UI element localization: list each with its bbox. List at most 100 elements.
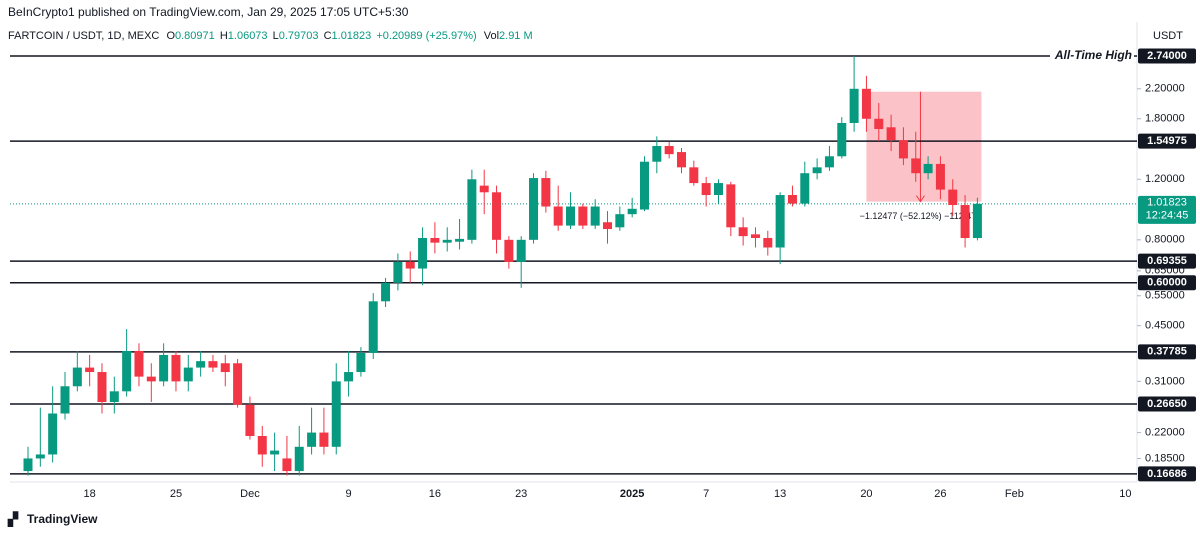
symbol-legend: FARTCOIN / USDT, 1D, MEXC O0.80971 H1.06… [8, 30, 533, 42]
x-tick-label: 16 [429, 488, 441, 500]
x-tick-label: 25 [170, 488, 182, 500]
candle-body [935, 163, 945, 190]
candle-body [664, 145, 674, 155]
candle-body [640, 161, 649, 210]
candle-body [689, 167, 699, 184]
x-tick-label: 20 [860, 488, 872, 500]
candle-body [35, 454, 45, 459]
candle-body [208, 361, 218, 368]
candle-body [529, 178, 539, 240]
candle-body [368, 301, 378, 353]
ohlc-value: 0.79703 [279, 30, 319, 42]
candle-body [331, 381, 341, 447]
candle-body [85, 367, 95, 373]
candle-body [787, 195, 797, 204]
level-label: 0.60000 [1147, 277, 1187, 289]
level-label: 0.69355 [1147, 255, 1187, 267]
level-label: 0.37785 [1147, 346, 1187, 358]
candle-body [72, 367, 82, 387]
candle-body [541, 178, 551, 207]
level-label: 0.26650 [1147, 398, 1187, 410]
level-label-box [1138, 466, 1196, 482]
x-tick-label: 9 [346, 488, 352, 500]
ohlc-label: L [273, 30, 279, 42]
candle-body [837, 122, 847, 157]
ath-annotation: All-Time High [1054, 48, 1132, 62]
logo-text: TradingView [27, 512, 98, 526]
change: +0.20989 (+25.97%) [376, 30, 476, 42]
volume-label: Vol [484, 30, 499, 42]
candle-body [159, 354, 169, 382]
candle-body [122, 350, 132, 392]
y-tick-label: 0.80000 [1145, 234, 1185, 246]
candle-body [430, 237, 440, 243]
x-tick-label: 18 [84, 488, 96, 500]
candle-body [492, 192, 502, 240]
candle-body [775, 195, 785, 248]
candle-body [972, 203, 982, 239]
candle-body [134, 350, 144, 377]
y-tick-label: 0.31000 [1145, 375, 1185, 387]
candle-body [442, 239, 452, 243]
level-label: 1.54975 [1147, 135, 1187, 147]
candle-body [393, 261, 403, 283]
candle-body [504, 239, 514, 262]
candle-body [701, 183, 711, 196]
measure-box [866, 91, 982, 202]
x-tick-label: 13 [774, 488, 786, 500]
candle-body [344, 372, 354, 382]
candle-body [849, 88, 859, 123]
candle-body [578, 206, 588, 226]
ohlc-label: O [166, 30, 175, 42]
candle-body [23, 458, 33, 472]
candle-body [553, 206, 563, 226]
current-price-label: 1.01823 [1147, 197, 1187, 209]
candle-body [960, 205, 970, 239]
candle-body [911, 158, 921, 174]
candle-body [652, 145, 662, 162]
candle-body [294, 446, 304, 472]
candle-body [566, 206, 576, 226]
candle-body [307, 432, 317, 447]
measure-label: −1.12477 (−52.12%) −112,477 [860, 211, 982, 221]
y-tick-label: 1.80000 [1145, 113, 1185, 125]
candle-body [171, 354, 181, 382]
candle-body [319, 432, 329, 447]
ohlc-label: C [324, 30, 332, 42]
level-label-box [1138, 275, 1196, 291]
candle-body [381, 282, 391, 302]
candle-body [812, 167, 822, 174]
candle-body [603, 222, 613, 230]
countdown: 12:24:45 [1146, 210, 1189, 222]
candle-body [948, 189, 958, 206]
ohlc-value: 1.01823 [332, 30, 372, 42]
logo-mark: ▞ [7, 510, 19, 527]
x-tick-label: 26 [934, 488, 946, 500]
candle-body [763, 237, 773, 248]
candle-body [898, 140, 908, 159]
candle-body [800, 173, 810, 204]
candle-body [48, 413, 58, 455]
candle-body [455, 238, 465, 242]
candle-body [726, 184, 736, 228]
candle-body [109, 391, 119, 403]
x-tick-label: 7 [703, 488, 709, 500]
candle-body [418, 237, 428, 269]
y-tick-label: 0.45000 [1145, 320, 1185, 332]
level-label-box [1138, 396, 1196, 412]
candle-body [270, 450, 280, 455]
candle-body [824, 156, 834, 168]
level-label-box [1138, 48, 1196, 64]
ohlc-value: 1.06073 [228, 30, 268, 42]
measure-arrow [916, 195, 925, 203]
x-tick-label: 23 [515, 488, 527, 500]
candle-body [467, 179, 477, 240]
candle-body [713, 183, 723, 196]
candle-body [97, 372, 107, 403]
logo: ▞ TradingView [7, 510, 98, 527]
volume-value: 2.91 M [499, 30, 533, 42]
candle-body [861, 88, 871, 119]
y-tick-label: 0.22000 [1145, 426, 1185, 438]
candle-body [220, 363, 230, 373]
